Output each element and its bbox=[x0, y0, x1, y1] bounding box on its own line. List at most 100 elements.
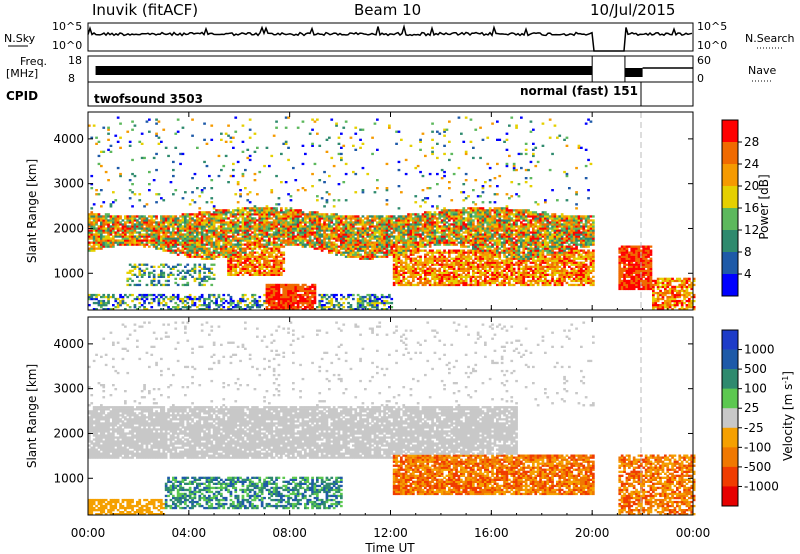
heat-cell bbox=[184, 237, 187, 239]
heat-cell bbox=[167, 250, 170, 252]
heat-cell bbox=[194, 213, 197, 215]
heat-cell bbox=[155, 123, 158, 125]
heat-cell bbox=[206, 201, 209, 203]
heat-cell bbox=[198, 276, 201, 278]
heat-cell bbox=[110, 246, 113, 248]
heat-cell bbox=[182, 237, 185, 239]
heat-cell bbox=[273, 231, 276, 233]
heat-cell bbox=[153, 239, 156, 241]
heat-cell bbox=[138, 272, 141, 274]
heat-cell bbox=[278, 266, 281, 268]
heat-cell bbox=[268, 213, 271, 215]
heat-cell bbox=[158, 221, 161, 223]
heat-cell bbox=[170, 237, 173, 239]
heat-cell bbox=[138, 274, 141, 276]
heat-cell bbox=[110, 225, 113, 227]
heat-cell bbox=[268, 304, 271, 306]
heat-cell bbox=[270, 229, 273, 231]
heat-cell bbox=[170, 268, 173, 270]
heat-cell bbox=[174, 296, 177, 298]
heat-cell bbox=[153, 225, 156, 227]
heat-cell bbox=[146, 121, 149, 123]
heat-cell bbox=[122, 233, 125, 235]
heat-cell bbox=[263, 213, 266, 215]
heat-cell bbox=[215, 211, 218, 213]
heat-cell bbox=[227, 306, 230, 308]
heat-cell bbox=[102, 219, 105, 221]
heat-cell bbox=[203, 268, 206, 270]
heat-cell bbox=[194, 254, 197, 256]
heat-cell bbox=[98, 141, 101, 143]
heat-cell bbox=[218, 221, 221, 223]
heat-cell bbox=[148, 223, 151, 225]
heat-cell bbox=[242, 298, 245, 300]
heat-cell bbox=[165, 217, 168, 219]
heat-cell bbox=[227, 235, 230, 237]
heat-cell bbox=[275, 272, 278, 274]
heat-cell bbox=[146, 235, 149, 237]
heat-cell bbox=[182, 221, 185, 223]
heat-cell bbox=[158, 225, 161, 227]
heat-cell bbox=[270, 300, 273, 302]
heat-cell bbox=[102, 296, 105, 298]
heat-cell bbox=[172, 161, 175, 163]
heat-cell bbox=[100, 235, 103, 237]
heat-cell bbox=[278, 229, 281, 231]
heat-cell bbox=[268, 270, 271, 272]
heat-cell bbox=[242, 262, 245, 264]
heat-cell bbox=[208, 213, 211, 215]
heat-cell bbox=[237, 306, 240, 308]
heat-cell bbox=[105, 237, 108, 239]
heat-cell bbox=[165, 235, 168, 237]
heat-cell bbox=[263, 274, 266, 276]
heat-cell bbox=[244, 304, 247, 306]
heat-cell bbox=[232, 239, 235, 241]
heat-cell bbox=[126, 231, 129, 233]
heat-cell bbox=[182, 250, 185, 252]
heat-cell bbox=[194, 256, 197, 258]
heat-cell bbox=[239, 227, 242, 229]
heat-cell bbox=[165, 239, 168, 241]
heat-cell bbox=[273, 306, 276, 308]
heat-cell bbox=[220, 237, 223, 239]
heat-cell bbox=[158, 298, 161, 300]
heat-cell bbox=[213, 242, 216, 244]
heat-cell bbox=[179, 163, 182, 165]
heat-cell bbox=[215, 244, 218, 246]
heat-cell bbox=[162, 264, 165, 266]
heat-cell bbox=[230, 244, 233, 246]
heat-cell bbox=[117, 239, 120, 241]
heat-cell bbox=[225, 221, 228, 223]
heat-cell bbox=[172, 175, 175, 177]
heat-cell bbox=[117, 298, 120, 300]
heat-cell bbox=[143, 237, 146, 239]
heat-cell bbox=[155, 217, 158, 219]
nsky-tick-top: 10^5 bbox=[52, 20, 82, 33]
heat-cell bbox=[131, 300, 134, 302]
heat-cell bbox=[143, 239, 146, 241]
heat-cell bbox=[95, 215, 98, 217]
heat-cell bbox=[129, 145, 132, 147]
heat-cell bbox=[234, 213, 237, 215]
heat-cell bbox=[273, 268, 276, 270]
heat-cell bbox=[234, 266, 237, 268]
heat-cell bbox=[138, 239, 141, 241]
heat-cell bbox=[119, 227, 122, 229]
heat-cell bbox=[237, 262, 240, 264]
heat-cell bbox=[270, 272, 273, 274]
heat-cell bbox=[102, 215, 105, 217]
heat-cell bbox=[254, 244, 257, 246]
heat-cell bbox=[186, 282, 189, 284]
heat-cell bbox=[258, 270, 261, 272]
heat-cell bbox=[138, 284, 141, 286]
heat-cell bbox=[213, 246, 216, 248]
heat-cell bbox=[170, 250, 173, 252]
heat-cell bbox=[239, 254, 242, 256]
heat-cell bbox=[258, 227, 261, 229]
heat-cell bbox=[170, 272, 173, 274]
heat-cell bbox=[270, 268, 273, 270]
heat-cell bbox=[268, 298, 271, 300]
heat-cell bbox=[112, 221, 115, 223]
heat-cell bbox=[126, 304, 129, 306]
heat-cell bbox=[174, 215, 177, 217]
